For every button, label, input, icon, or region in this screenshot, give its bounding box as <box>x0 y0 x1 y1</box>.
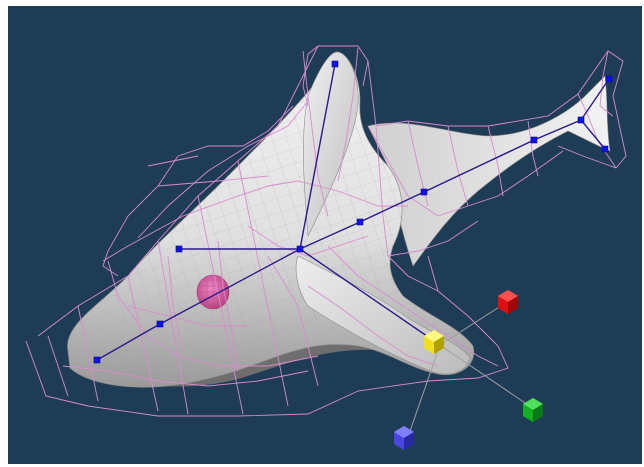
skeleton-rig[interactable] <box>96 63 610 361</box>
bone-spine-3[interactable] <box>423 139 535 193</box>
gizmo-z-axis-line <box>408 344 441 435</box>
joint-head[interactable] <box>93 356 101 364</box>
gizmo-y-axis-line <box>439 344 532 408</box>
bone-right-fin[interactable] <box>299 248 441 346</box>
joint-spine-2[interactable] <box>420 188 428 196</box>
bone-dorsal[interactable] <box>299 63 336 250</box>
joint-left-fin[interactable] <box>175 245 183 253</box>
skeleton-joints[interactable] <box>93 60 613 364</box>
gizmo-y-handle[interactable] <box>523 398 543 422</box>
transform-gizmo[interactable] <box>394 290 543 450</box>
fish-dorsal-fin <box>303 51 359 238</box>
joint-tail-lower[interactable] <box>601 145 609 153</box>
lattice-cage[interactable] <box>25 45 627 417</box>
bone-spine-2[interactable] <box>359 191 425 223</box>
joint-root[interactable] <box>296 245 304 253</box>
bone-spine-1[interactable] <box>299 221 361 250</box>
3d-viewport[interactable] <box>8 6 642 464</box>
bone-tail-lower[interactable] <box>580 119 606 150</box>
joint-spine-1[interactable] <box>356 218 364 226</box>
bone-tail-upper[interactable] <box>580 78 610 121</box>
bone-neck[interactable] <box>159 248 301 325</box>
joint-tail-base[interactable] <box>577 116 585 124</box>
joint-dorsal-tip[interactable] <box>331 60 339 68</box>
gizmo-x-axis-line <box>439 301 508 346</box>
gizmo-z-handle[interactable] <box>394 426 414 450</box>
joint-spine-3[interactable] <box>530 136 538 144</box>
gizmo-center-handle[interactable] <box>424 330 444 354</box>
gizmo-x-handle[interactable] <box>498 290 518 314</box>
joint-tail-upper[interactable] <box>605 75 613 83</box>
fish-tail <box>367 75 611 267</box>
bone-head[interactable] <box>96 323 161 361</box>
joint-jaw[interactable] <box>156 320 164 328</box>
bone-tail-1[interactable] <box>533 119 582 141</box>
